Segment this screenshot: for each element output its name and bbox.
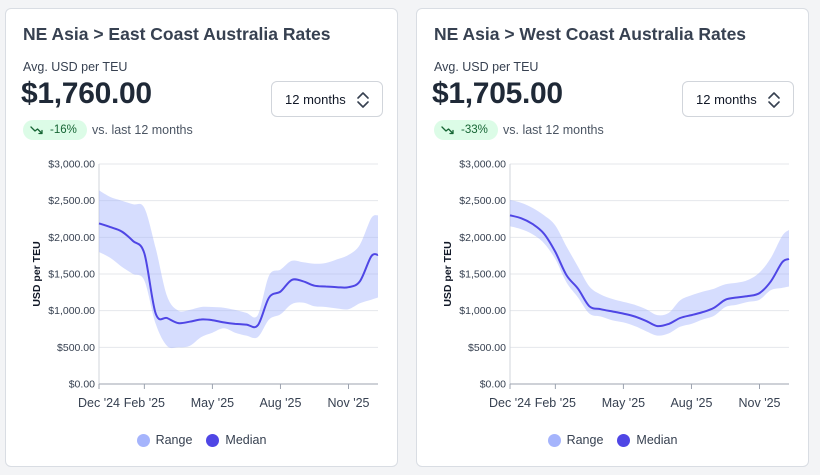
legend-label-range: Range: [566, 433, 604, 447]
card-title: NE Asia > East Coast Australia Rates: [23, 24, 331, 44]
x-tick-label: May '25: [191, 396, 234, 410]
y-tick-label: $1,000.00: [48, 305, 95, 317]
legend-item-median[interactable]: Median: [206, 433, 266, 447]
legend-swatch-median: [617, 433, 631, 447]
median-line: [98, 222, 379, 329]
legend-label-median: Median: [225, 433, 267, 447]
y-tick-label: $0.00: [69, 379, 95, 391]
x-tick-label: Nov '25: [328, 396, 370, 410]
compare-text: vs. last 12 months: [503, 123, 604, 137]
chevron-up-down-icon: [768, 92, 780, 108]
y-axis-label: USD per TEU: [31, 241, 43, 306]
legend-item-range[interactable]: Range: [136, 433, 193, 447]
x-tick-label: Nov '25: [739, 396, 781, 410]
period-dropdown[interactable]: 12 months: [271, 81, 383, 117]
y-tick-label: $2,000.00: [48, 232, 95, 244]
y-tick-label: $1,500.00: [48, 269, 95, 281]
y-tick-label: $2,000.00: [459, 232, 506, 244]
change-percent: -16%: [50, 124, 77, 136]
card-subtitle: Avg. USD per TEU: [434, 60, 539, 74]
x-tick-label: May '25: [602, 396, 645, 410]
change-badge: -33%: [434, 120, 498, 140]
y-tick-label: $1,500.00: [459, 269, 506, 281]
change-percent: -33%: [461, 124, 488, 136]
x-tick-label: Dec '24: [489, 396, 531, 410]
price-value: $1,760.00: [21, 77, 152, 110]
legend-swatch-median: [206, 433, 220, 447]
price-value: $1,705.00: [432, 77, 563, 110]
chevron-up-down-icon: [357, 92, 369, 108]
x-tick-label: Aug '25: [670, 396, 712, 410]
compare-text: vs. last 12 months: [92, 123, 193, 137]
card-title: NE Asia > West Coast Australia Rates: [434, 24, 747, 44]
period-dropdown-label: 12 months: [285, 92, 346, 107]
y-tick-label: $1,000.00: [459, 305, 506, 317]
legend-item-range[interactable]: Range: [547, 433, 604, 447]
period-dropdown[interactable]: 12 months: [682, 81, 794, 117]
rate-card-west-coast: NE Asia > West Coast Australia Rates Avg…: [416, 8, 809, 467]
y-tick-label: $2,500.00: [459, 195, 506, 207]
y-tick-label: $500.00: [468, 342, 506, 354]
trend-down-icon: [30, 126, 43, 135]
y-tick-label: $2,500.00: [48, 195, 95, 207]
y-tick-label: $0.00: [480, 379, 506, 391]
period-dropdown-label: 12 months: [696, 92, 757, 107]
x-tick-label: Feb '25: [535, 396, 576, 410]
y-axis-label: USD per TEU: [442, 241, 454, 306]
rate-card-east-coast: NE Asia > East Coast Australia Rates Avg…: [5, 8, 398, 467]
median-line: [509, 214, 790, 328]
legend-item-median[interactable]: Median: [617, 433, 677, 447]
trend-down-icon: [441, 126, 454, 135]
x-tick-label: Dec '24: [78, 396, 120, 410]
y-tick-label: $3,000.00: [459, 159, 506, 171]
y-tick-label: $500.00: [57, 342, 95, 354]
legend-label-median: Median: [636, 433, 678, 447]
x-tick-label: Aug '25: [259, 396, 301, 410]
change-badge: -16%: [23, 120, 87, 140]
legend-swatch-range: [547, 433, 561, 447]
legend-label-range: Range: [155, 433, 193, 447]
chart-legend: Range Median: [417, 433, 808, 447]
x-tick-label: Feb '25: [124, 396, 165, 410]
y-tick-label: $3,000.00: [48, 159, 95, 171]
legend-swatch-range: [136, 433, 150, 447]
range-band: [99, 190, 378, 349]
card-subtitle: Avg. USD per TEU: [23, 60, 128, 74]
range-band: [510, 199, 789, 336]
chart-legend: Range Median: [6, 433, 397, 447]
rates-chart: $0.00 $500.00 $1,000.00 $1,500.00 $2,000.00 $…: [442, 159, 790, 410]
rates-chart: $0.00 $500.00 $1,000.00 $1,500.00 $2,000.00 $…: [31, 159, 379, 410]
